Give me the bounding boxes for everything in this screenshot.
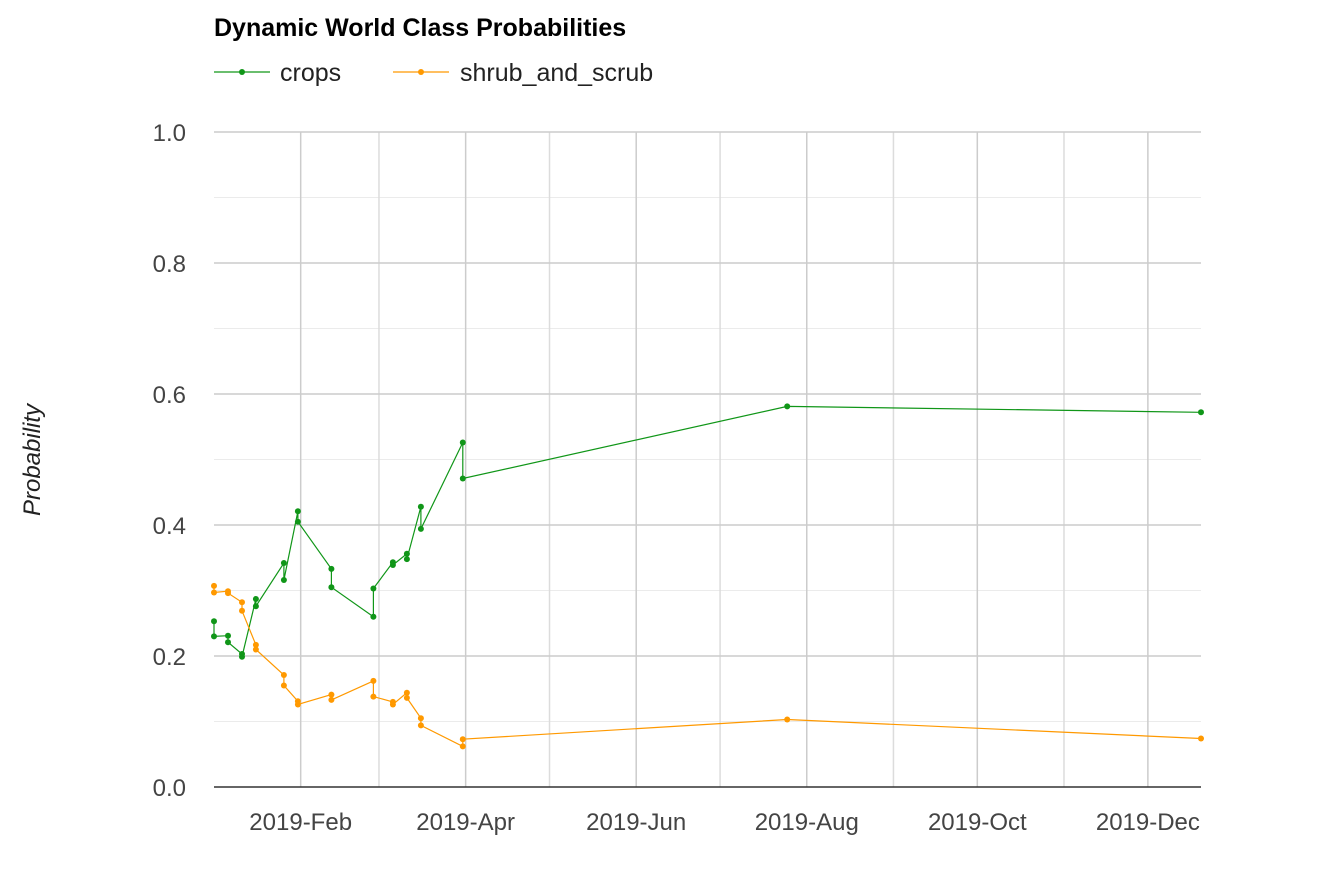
data-point-shrub-and-scrub[interactable] xyxy=(370,677,377,684)
data-point-crops[interactable] xyxy=(294,508,301,515)
data-point-crops[interactable] xyxy=(252,603,259,610)
data-point-crops[interactable] xyxy=(211,633,217,640)
data-point-crops[interactable] xyxy=(239,653,245,660)
data-point-shrub-and-scrub[interactable] xyxy=(328,696,335,703)
data-point-shrub-and-scrub[interactable] xyxy=(328,691,335,698)
data-point-crops[interactable] xyxy=(252,596,259,602)
data-point-crops[interactable] xyxy=(403,550,410,557)
data-point-crops[interactable] xyxy=(370,585,377,592)
y-tick-label: 0.6 xyxy=(153,382,186,409)
data-point-crops[interactable] xyxy=(370,613,377,620)
data-point-crops[interactable] xyxy=(280,577,287,583)
legend-marker-crops xyxy=(239,69,245,75)
data-point-shrub-and-scrub[interactable] xyxy=(459,736,466,743)
data-point-shrub-and-scrub[interactable] xyxy=(239,607,245,614)
series-line-crops xyxy=(213,405,1202,657)
data-point-crops[interactable] xyxy=(211,618,217,625)
legend-item-crops[interactable]: crops xyxy=(214,59,341,87)
data-point-shrub-and-scrub[interactable] xyxy=(403,694,410,701)
data-point-shrub-and-scrub[interactable] xyxy=(370,693,377,700)
x-tick-label: 2019-Apr xyxy=(416,809,515,836)
data-point-crops[interactable] xyxy=(280,560,287,566)
data-point-crops[interactable] xyxy=(294,518,301,525)
y-tick-label: 1.0 xyxy=(153,120,186,147)
data-point-shrub-and-scrub[interactable] xyxy=(403,689,410,696)
data-point-crops[interactable] xyxy=(389,562,396,568)
data-point-crops[interactable] xyxy=(417,503,424,510)
y-axis-title: Probability xyxy=(19,402,46,516)
series-layer xyxy=(211,403,1204,750)
x-tick-label: 2019-Feb xyxy=(249,809,352,836)
data-point-crops[interactable] xyxy=(459,475,466,482)
x-tick-label: 2019-Oct xyxy=(928,809,1027,836)
data-point-crops[interactable] xyxy=(328,565,335,572)
legend-label-crops: crops xyxy=(280,59,341,87)
data-point-shrub-and-scrub[interactable] xyxy=(1198,735,1204,742)
data-point-crops[interactable] xyxy=(417,525,424,532)
data-point-shrub-and-scrub[interactable] xyxy=(417,722,424,729)
legend-label-shrub-and-scrub: shrub_and_scrub xyxy=(460,59,653,87)
data-point-crops[interactable] xyxy=(459,439,466,446)
data-point-crops[interactable] xyxy=(328,584,335,591)
y-tick-label: 0.4 xyxy=(153,513,186,540)
x-tick-label: 2019-Jun xyxy=(586,809,686,836)
legend-item-shrub-and-scrub[interactable]: shrub_and_scrub xyxy=(393,59,653,87)
y-axis-ticks: 0.0 0.2 0.4 0.6 0.8 1.0 xyxy=(153,120,186,802)
series-line-shrub-and-scrub xyxy=(213,585,1202,748)
y-tick-label: 0.2 xyxy=(153,644,186,671)
x-axis-ticks: 2019-Feb 2019-Apr 2019-Jun 2019-Aug 2019-Oct… xyxy=(249,809,1200,836)
legend: crops shrub_and_scrub xyxy=(214,59,653,87)
series-shrub-and-scrub xyxy=(211,582,1204,750)
data-point-shrub-and-scrub[interactable] xyxy=(225,590,231,597)
data-point-shrub-and-scrub[interactable] xyxy=(294,701,301,708)
data-point-shrub-and-scrub[interactable] xyxy=(459,743,466,750)
chart-title: Dynamic World Class Probabilities xyxy=(214,14,626,42)
data-point-shrub-and-scrub[interactable] xyxy=(211,582,217,589)
data-point-shrub-and-scrub[interactable] xyxy=(252,641,259,648)
data-point-shrub-and-scrub[interactable] xyxy=(417,715,424,722)
data-point-crops[interactable] xyxy=(225,632,231,639)
data-point-shrub-and-scrub[interactable] xyxy=(252,646,259,653)
x-tick-label: 2019-Dec xyxy=(1096,809,1200,836)
major-gridlines xyxy=(214,131,1201,787)
data-point-shrub-and-scrub[interactable] xyxy=(784,716,791,723)
data-point-shrub-and-scrub[interactable] xyxy=(211,589,217,596)
data-point-shrub-and-scrub[interactable] xyxy=(389,701,396,708)
minor-gridlines xyxy=(214,132,1201,787)
data-point-crops[interactable] xyxy=(403,556,410,563)
series-crops xyxy=(211,403,1204,660)
data-point-shrub-and-scrub[interactable] xyxy=(280,682,287,689)
y-tick-label: 0.0 xyxy=(153,775,186,802)
data-point-shrub-and-scrub[interactable] xyxy=(239,599,245,606)
data-point-crops[interactable] xyxy=(1198,409,1204,416)
data-point-shrub-and-scrub[interactable] xyxy=(280,672,287,678)
data-point-crops[interactable] xyxy=(225,639,231,646)
legend-marker-shrub-and-scrub xyxy=(418,69,424,75)
data-point-crops[interactable] xyxy=(784,403,791,410)
y-tick-label: 0.8 xyxy=(153,251,186,278)
x-tick-label: 2019-Aug xyxy=(755,809,859,836)
